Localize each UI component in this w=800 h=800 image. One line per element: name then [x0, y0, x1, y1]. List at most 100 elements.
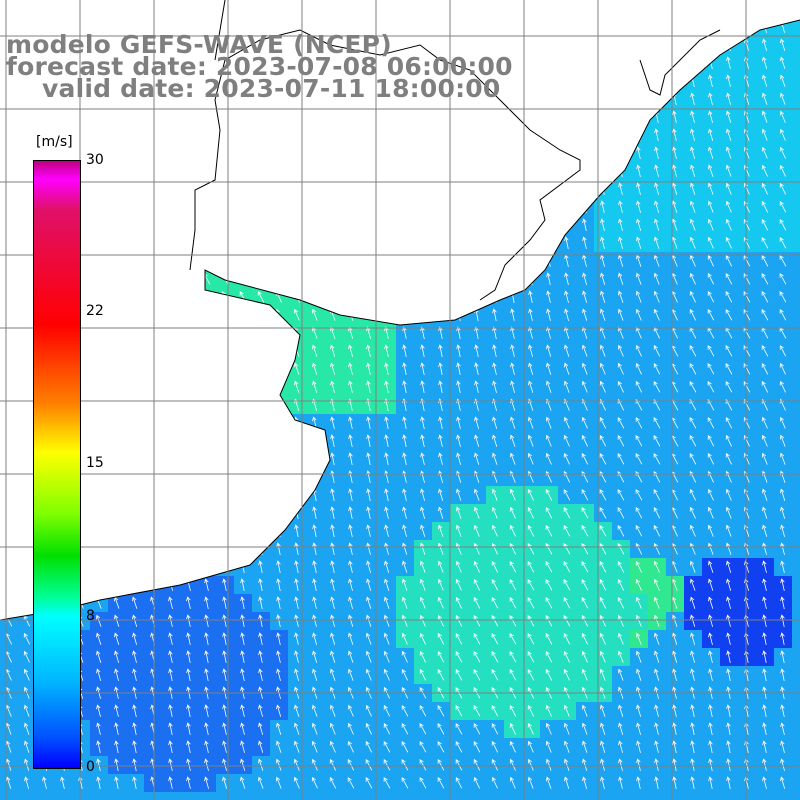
wind-arrow [402, 362, 407, 375]
wind-arrow [707, 380, 715, 393]
wind-arrow [204, 632, 209, 645]
wind-arrow [258, 560, 263, 573]
wind-arrow [348, 434, 353, 447]
wind-arrow [294, 380, 300, 393]
wind-arrow [618, 704, 624, 717]
wind-arrow [743, 416, 750, 429]
wind-arrow [546, 776, 552, 789]
wind-arrow [456, 344, 461, 357]
wind-arrow [635, 506, 643, 519]
wind-arrow [348, 488, 353, 501]
wind-arrow [258, 578, 263, 591]
wind-arrow [546, 362, 552, 375]
wind-arrow [114, 614, 120, 627]
wind-arrow [690, 596, 696, 609]
wind-arrow [311, 704, 318, 717]
wind-speed-cell [792, 36, 800, 54]
wind-arrow [455, 668, 463, 681]
wind-arrow [725, 524, 732, 537]
wind-arrow [635, 560, 642, 573]
wind-arrow [546, 308, 551, 321]
wind-arrow [348, 524, 353, 537]
wind-arrow [491, 542, 498, 555]
wind-arrow [581, 560, 589, 573]
wind-speed-cell [792, 54, 800, 72]
wind-arrow [527, 596, 535, 609]
wind-arrow [383, 722, 391, 735]
wind-arrow [492, 326, 497, 339]
wind-speed-cell [774, 792, 792, 800]
wind-arrow [437, 758, 445, 771]
wind-arrow [257, 290, 265, 303]
wind-arrow [761, 362, 769, 375]
wind-arrow [708, 668, 713, 681]
wind-arrow [204, 776, 209, 789]
wind-arrow [473, 776, 480, 789]
wind-arrow [653, 416, 661, 429]
wind-arrow [563, 578, 571, 591]
wind-arrow [384, 434, 389, 447]
wind-arrow [635, 416, 643, 429]
wind-arrow [743, 182, 750, 195]
wind-arrow [455, 722, 463, 735]
wind-arrow [581, 650, 588, 663]
wind-arrow [635, 614, 642, 627]
wind-arrow [222, 776, 228, 789]
wind-arrow [654, 128, 659, 141]
wind-arrow [726, 146, 732, 159]
wind-arrow [168, 668, 173, 681]
wind-arrow [545, 578, 553, 591]
wind-arrow [491, 506, 498, 519]
wind-speed-cell [270, 792, 288, 800]
wind-arrow [779, 452, 786, 465]
wind-arrow [132, 776, 137, 789]
wind-speed-cell [648, 792, 666, 800]
wind-arrow [726, 614, 731, 627]
wind-arrow [312, 344, 318, 357]
wind-arrow [599, 326, 606, 339]
wind-arrow [276, 668, 281, 681]
wind-arrow [581, 614, 589, 627]
wind-arrow [311, 758, 318, 771]
wind-arrow [725, 506, 732, 519]
wind-arrow [779, 92, 786, 105]
wind-arrow [455, 542, 462, 555]
wind-arrow [725, 200, 732, 213]
wind-arrow [563, 650, 570, 663]
wind-arrow [293, 308, 300, 321]
wind-arrow [510, 416, 516, 429]
wind-arrow [653, 434, 661, 447]
wind-arrow [689, 488, 696, 501]
wind-arrow [761, 200, 769, 213]
wind-arrow [473, 578, 480, 591]
wind-arrow [384, 416, 389, 429]
wind-arrow [509, 542, 517, 555]
wind-arrow [672, 182, 678, 195]
wind-arrow [618, 776, 623, 789]
wind-speed-cell [792, 666, 800, 684]
wind-arrow [420, 542, 426, 555]
wind-arrow [582, 290, 588, 303]
wind-arrow [348, 452, 353, 465]
wind-arrow [222, 758, 227, 771]
wind-arrow [726, 758, 731, 771]
wind-arrow [329, 758, 336, 771]
wind-arrow [725, 362, 733, 375]
wind-arrow [636, 668, 642, 681]
wind-arrow [329, 722, 336, 735]
wind-arrow [168, 632, 173, 645]
colorbar-tick: 15 [86, 455, 104, 471]
wind-arrow [689, 344, 697, 357]
wind-arrow [617, 308, 624, 321]
wind-arrow [600, 704, 606, 717]
wind-arrow [258, 758, 264, 771]
wind-arrow [708, 164, 714, 177]
wind-arrow [617, 524, 625, 537]
wind-arrow [725, 416, 733, 429]
wind-arrow [762, 560, 767, 573]
wind-arrow [689, 524, 696, 537]
wind-arrow [294, 704, 300, 717]
wind-arrow [96, 722, 101, 735]
wind-arrow [366, 524, 371, 537]
wind-arrow [24, 722, 30, 735]
